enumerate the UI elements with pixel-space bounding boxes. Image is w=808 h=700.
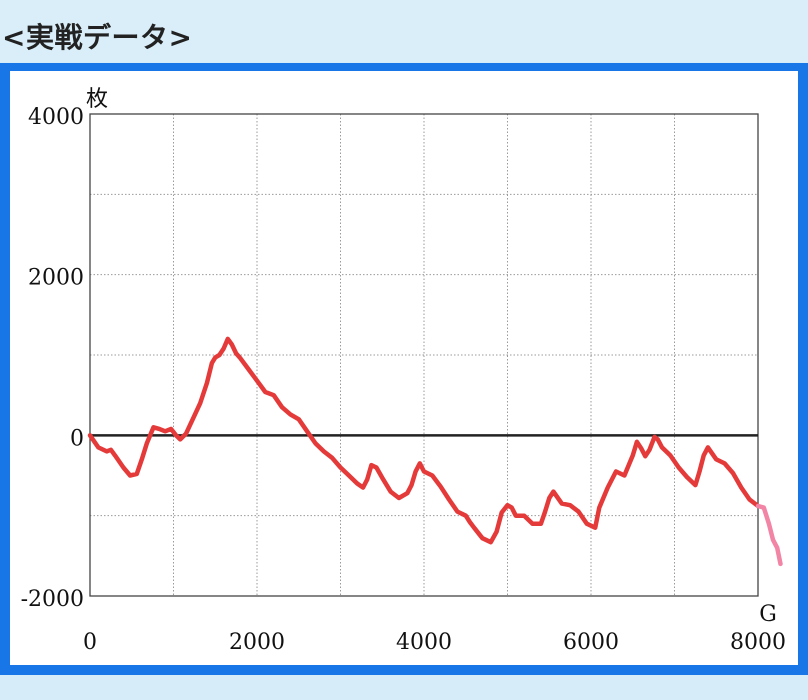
axes bbox=[89, 113, 759, 597]
line-chart: -2000 0 2000 4000 0 2000 4000 6000 8000 枚 G bbox=[21, 87, 786, 655]
y-tick-label: -2000 bbox=[21, 587, 84, 612]
x-axis-unit-label: G bbox=[759, 602, 777, 627]
chart-frame: -2000 0 2000 4000 0 2000 4000 6000 8000 枚 G bbox=[0, 63, 808, 675]
series-line-2 bbox=[755, 503, 783, 567]
y-axis-unit-label: 枚 bbox=[86, 87, 108, 112]
x-tick-label: 0 bbox=[83, 630, 97, 655]
chart-panel: -2000 0 2000 4000 0 2000 4000 6000 8000 枚 G bbox=[10, 71, 798, 665]
y-tick-label: 4000 bbox=[28, 105, 84, 130]
x-tick-label: 4000 bbox=[396, 630, 452, 655]
series-line-1 bbox=[87, 336, 761, 545]
header-bar: <実戦データ> bbox=[0, 0, 808, 62]
footer-bar bbox=[0, 676, 808, 700]
y-tick-label: 0 bbox=[70, 426, 84, 451]
plot-border bbox=[89, 113, 759, 597]
series-lines bbox=[87, 336, 783, 567]
grid-lines bbox=[90, 114, 758, 596]
x-tick-label: 6000 bbox=[563, 630, 619, 655]
x-tick-label: 8000 bbox=[730, 630, 786, 655]
page-title: <実戦データ> bbox=[2, 21, 193, 54]
tick-labels: -2000 0 2000 4000 0 2000 4000 6000 8000 枚 G bbox=[21, 87, 786, 655]
y-tick-label: 2000 bbox=[28, 266, 84, 291]
x-tick-label: 2000 bbox=[229, 630, 285, 655]
